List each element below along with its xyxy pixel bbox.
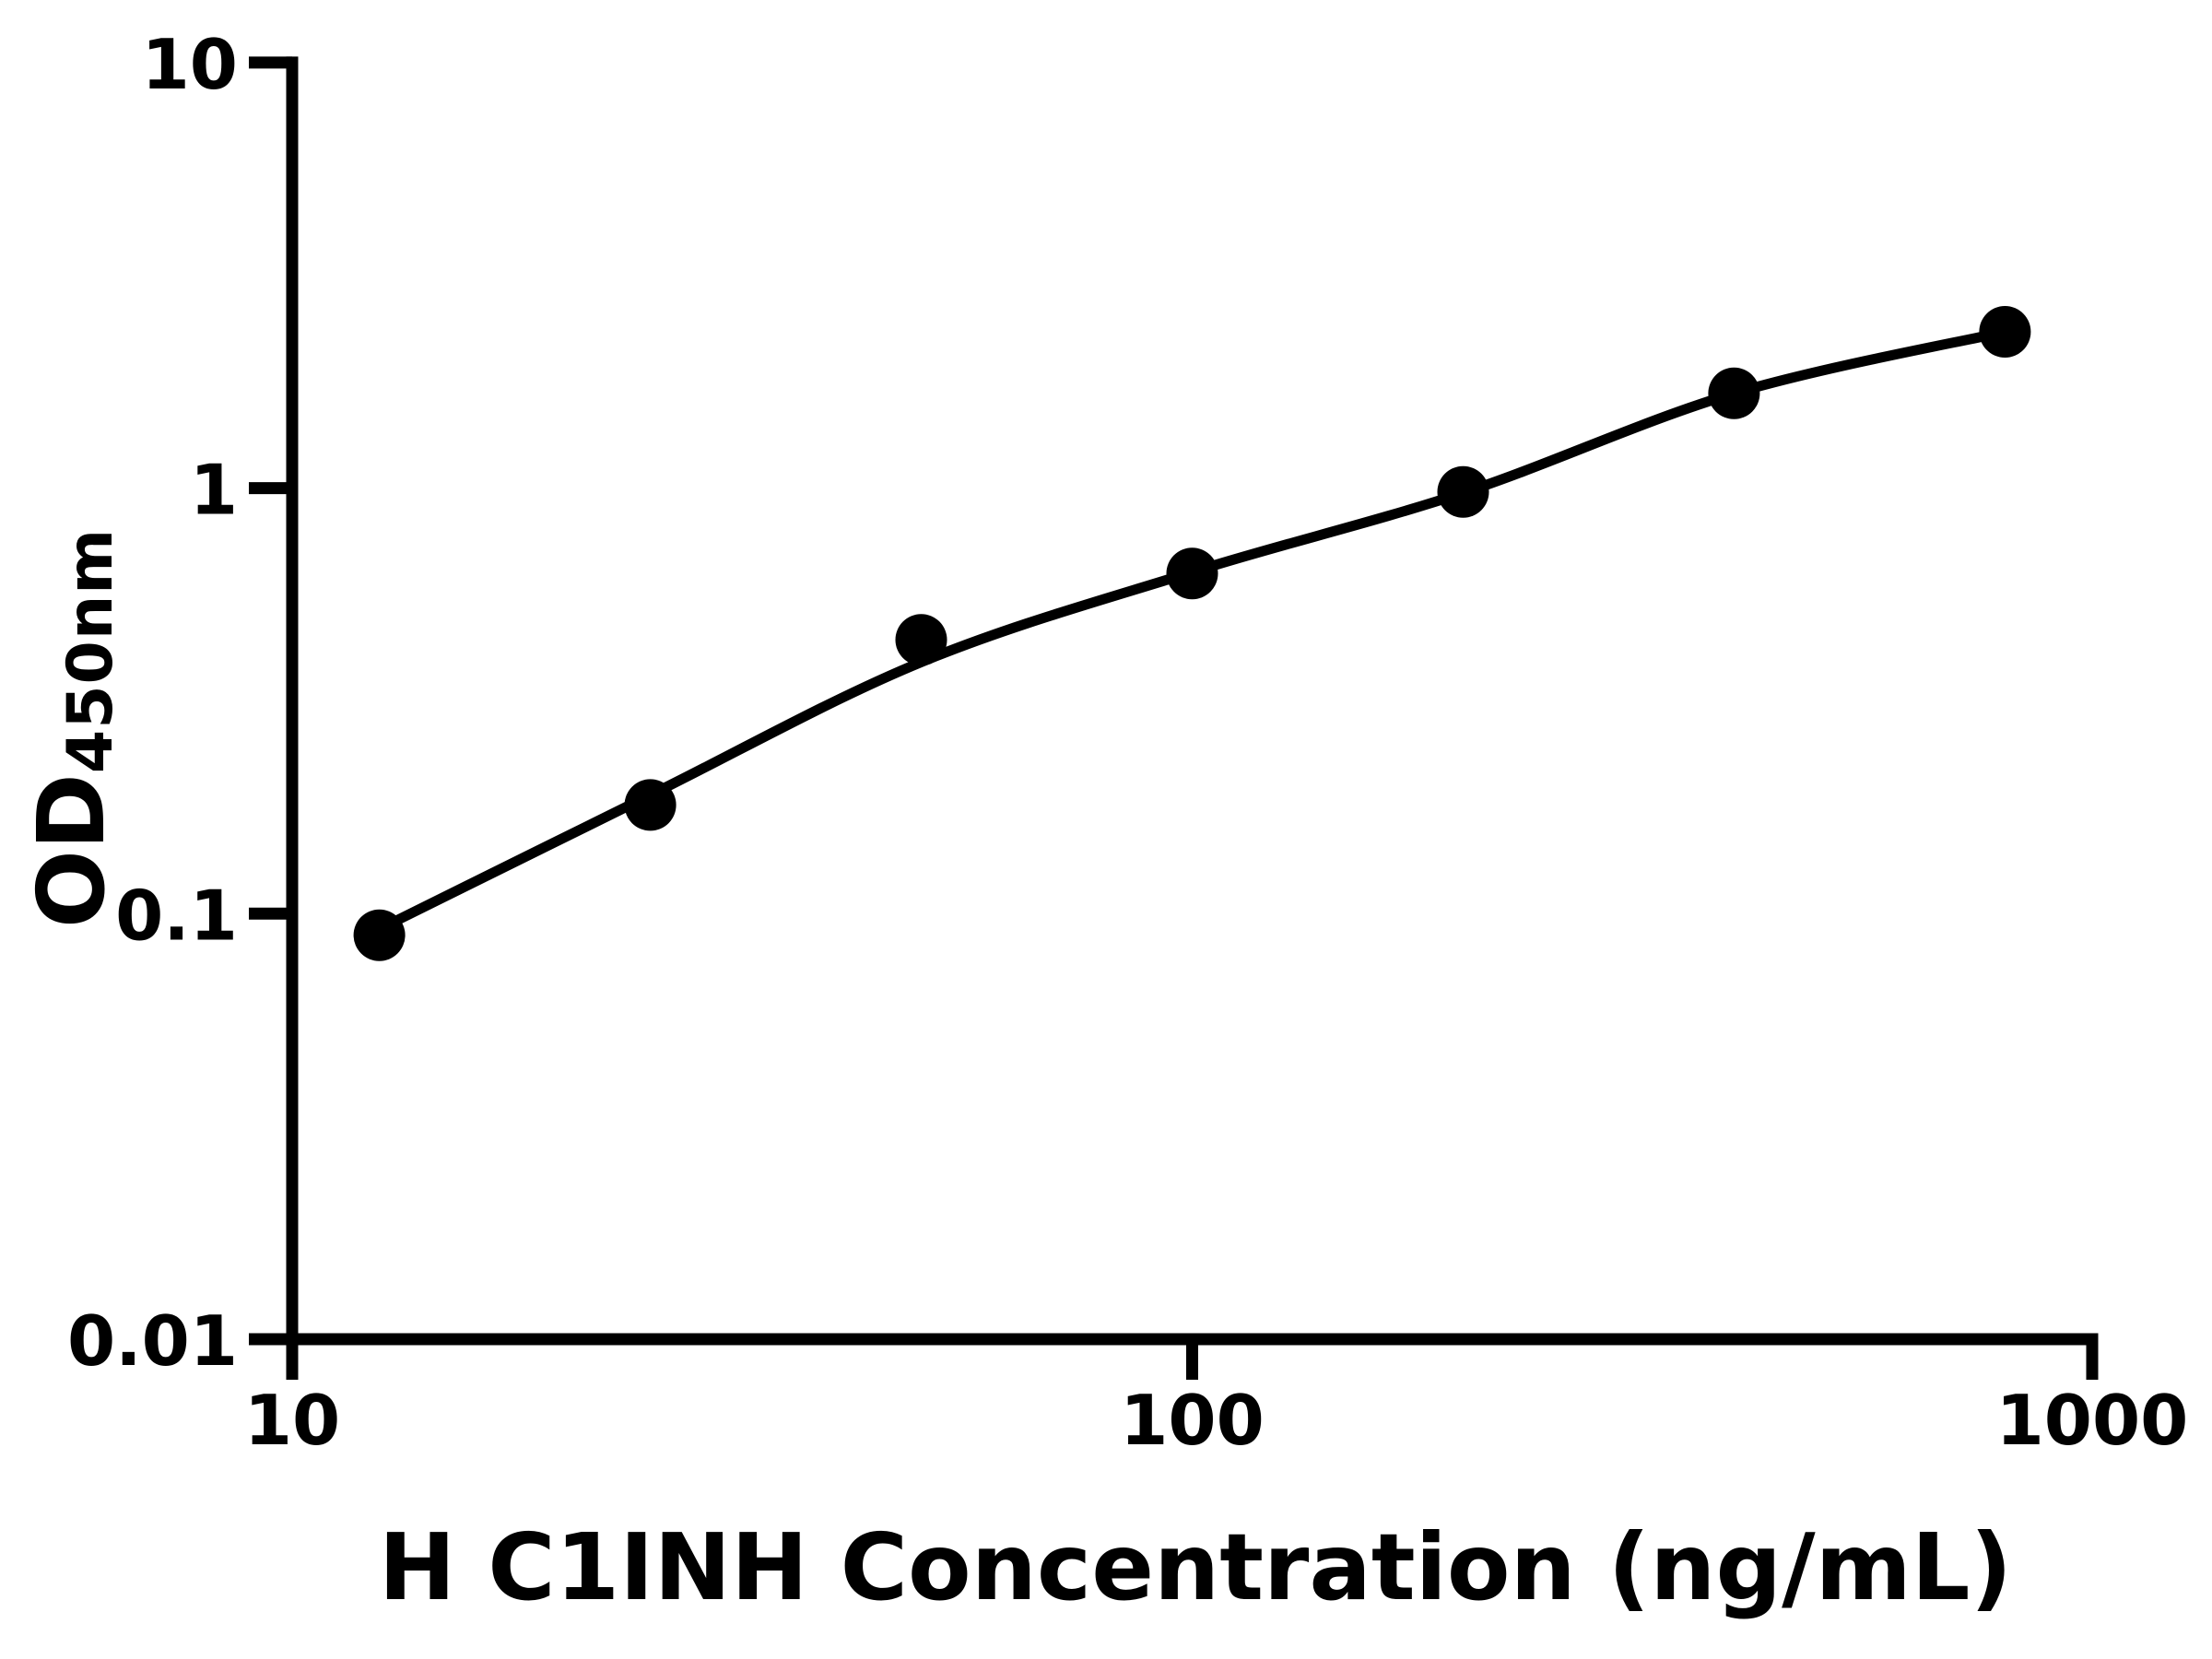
y-axis-title-subscript: 450nm — [54, 527, 127, 774]
data-point — [895, 614, 947, 666]
data-point — [1437, 465, 1489, 518]
y-tick-label: 0.1 — [115, 875, 238, 956]
y-tick-label: 1 — [190, 450, 238, 531]
data-point — [624, 779, 677, 831]
x-axis-title: H C1INH Concentration (ng/mL) — [378, 1513, 2013, 1621]
fit-curve — [377, 326, 2006, 934]
x-tick-label: 100 — [1120, 1380, 1265, 1461]
y-tick-label: 0.01 — [67, 1300, 238, 1382]
data-point — [1979, 306, 2031, 358]
data-point — [1166, 547, 1218, 600]
data-point — [1708, 367, 1760, 419]
y-tick-label: 10 — [142, 24, 238, 105]
x-tick-label: 10 — [244, 1380, 340, 1461]
y-axis-title-main: OD — [18, 773, 125, 929]
y-axis-title: OD450nm — [18, 528, 127, 928]
data-point — [353, 909, 406, 961]
x-tick-label: 1000 — [1996, 1380, 2189, 1461]
axis-spines — [286, 56, 2099, 1346]
